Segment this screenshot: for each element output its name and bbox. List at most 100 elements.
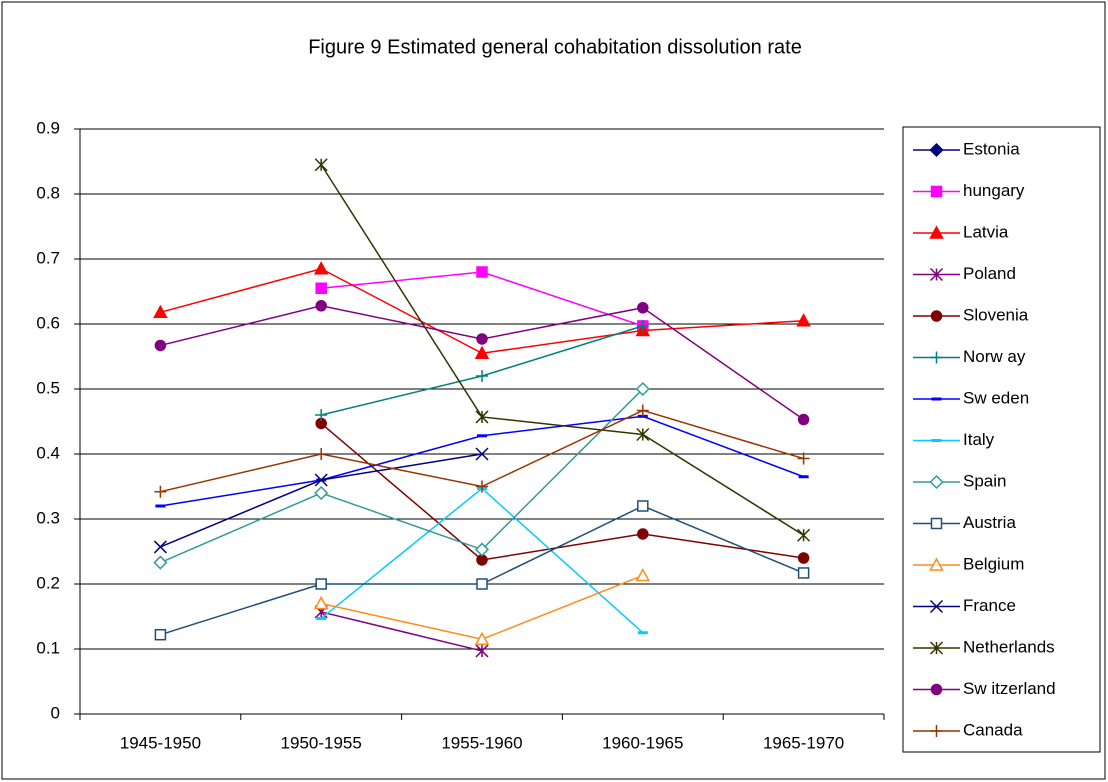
series bbox=[153, 447, 489, 554]
y-tick-label: 0.3 bbox=[36, 508, 60, 527]
marker bbox=[635, 567, 651, 582]
marker bbox=[929, 267, 944, 282]
marker bbox=[475, 410, 489, 424]
x-tick-label: 1955-1960 bbox=[441, 733, 522, 752]
marker bbox=[635, 381, 650, 397]
marker bbox=[476, 578, 488, 590]
marker bbox=[476, 266, 488, 278]
marker bbox=[153, 304, 168, 319]
y-tick-label: 0.6 bbox=[36, 313, 60, 332]
y-tick-label: 0.1 bbox=[36, 638, 60, 657]
marker bbox=[313, 595, 329, 610]
marker bbox=[475, 447, 489, 461]
marker bbox=[637, 528, 649, 540]
y-tick-label: 0.7 bbox=[36, 248, 60, 267]
series-line bbox=[160, 388, 644, 564]
chart-title: Figure 9 Estimated general cohabitation … bbox=[308, 36, 802, 58]
series-line bbox=[321, 611, 483, 652]
legend-label: Austria bbox=[963, 513, 1016, 532]
marker bbox=[797, 528, 811, 542]
marker bbox=[930, 683, 943, 696]
marker bbox=[929, 142, 944, 158]
marker bbox=[797, 413, 810, 426]
legend-label: Spain bbox=[963, 471, 1006, 490]
marker bbox=[636, 427, 650, 442]
marker bbox=[636, 404, 649, 417]
marker bbox=[637, 302, 649, 314]
marker bbox=[930, 310, 943, 322]
marker bbox=[797, 452, 810, 465]
legend-label: Canada bbox=[963, 720, 1023, 739]
y-tick-label: 0.8 bbox=[36, 183, 60, 202]
series bbox=[314, 158, 811, 542]
series bbox=[154, 500, 810, 641]
legend-label: Norw ay bbox=[963, 347, 1026, 366]
x-tick-label: 1950-1955 bbox=[281, 733, 362, 752]
marker bbox=[474, 345, 490, 359]
y-tick-label: 0.9 bbox=[36, 118, 60, 137]
legend-label: Estonia bbox=[963, 139, 1020, 158]
legend-label: hungary bbox=[963, 181, 1025, 200]
marker bbox=[315, 409, 328, 421]
series bbox=[153, 261, 811, 359]
legend-label: Latvia bbox=[963, 222, 1009, 241]
legend-label: Sw itzerland bbox=[963, 679, 1056, 698]
marker bbox=[476, 333, 488, 345]
series bbox=[154, 404, 810, 498]
marker bbox=[929, 474, 944, 490]
marker bbox=[154, 485, 167, 498]
marker bbox=[930, 185, 943, 198]
marker bbox=[796, 313, 811, 327]
x-tick-label: 1960-1965 bbox=[602, 733, 683, 752]
marker bbox=[930, 517, 943, 530]
marker bbox=[315, 448, 328, 460]
series bbox=[315, 319, 649, 421]
y-tick-label: 0 bbox=[51, 703, 60, 722]
marker bbox=[475, 644, 489, 658]
marker bbox=[315, 282, 327, 294]
marker bbox=[474, 631, 490, 645]
y-tick-label: 0.4 bbox=[36, 443, 60, 462]
marker bbox=[315, 300, 327, 312]
marker bbox=[474, 542, 490, 557]
marker bbox=[637, 500, 649, 512]
legend-label: France bbox=[963, 596, 1016, 615]
marker bbox=[314, 158, 328, 172]
marker bbox=[797, 552, 810, 564]
marker bbox=[930, 351, 943, 364]
marker bbox=[314, 473, 328, 487]
marker bbox=[636, 319, 649, 332]
legend-label: Poland bbox=[963, 264, 1016, 283]
marker bbox=[930, 725, 943, 737]
marker bbox=[314, 485, 329, 501]
marker bbox=[476, 480, 488, 493]
y-tick-label: 0.2 bbox=[36, 573, 60, 592]
marker bbox=[797, 567, 810, 579]
marker bbox=[929, 641, 944, 655]
marker bbox=[153, 540, 167, 554]
marker bbox=[154, 339, 167, 352]
y-tick-label: 0.5 bbox=[36, 378, 60, 397]
series bbox=[315, 417, 810, 566]
legend-label: Slovenia bbox=[963, 305, 1029, 324]
series-line bbox=[320, 422, 804, 561]
marker bbox=[315, 578, 327, 590]
marker bbox=[313, 261, 329, 275]
marker bbox=[929, 599, 944, 614]
x-tick-label: 1945-1950 bbox=[120, 733, 201, 752]
marker bbox=[929, 225, 944, 239]
marker bbox=[154, 628, 167, 641]
series bbox=[313, 567, 651, 645]
marker bbox=[929, 557, 944, 571]
marker bbox=[476, 370, 488, 382]
legend-label: Italy bbox=[963, 430, 995, 449]
marker bbox=[153, 555, 168, 570]
series bbox=[154, 300, 810, 426]
legend-label: Sw eden bbox=[963, 388, 1029, 407]
series bbox=[153, 381, 650, 570]
series-line bbox=[320, 164, 804, 536]
x-tick-label: 1965-1970 bbox=[763, 733, 844, 752]
legend-label: Belgium bbox=[963, 554, 1024, 573]
